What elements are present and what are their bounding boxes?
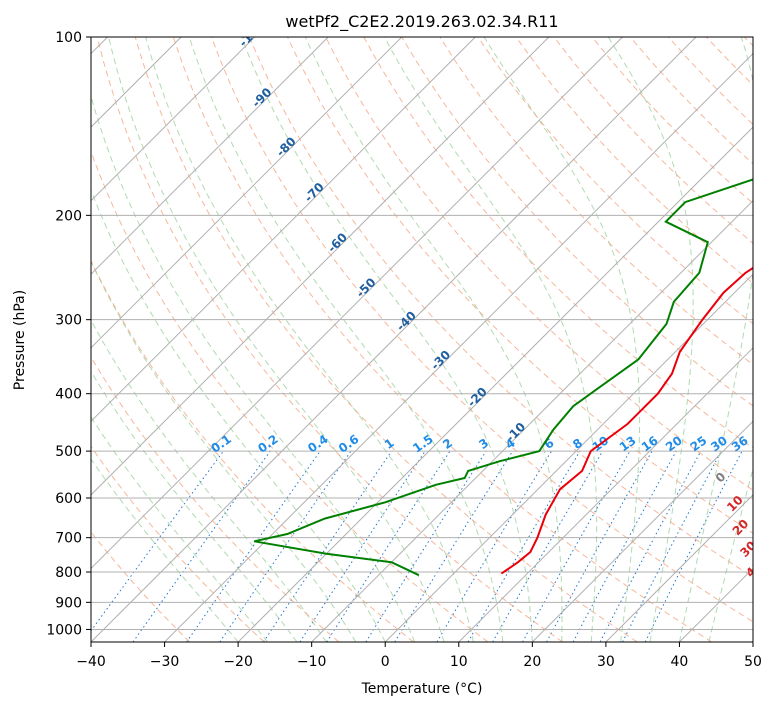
isotherm-line (605, 494, 753, 642)
dry-adiabat-line (325, 37, 753, 491)
dry-adiabat-line (210, 37, 753, 623)
moist-adiabat-line (91, 370, 298, 642)
x-tick-label: 0 (381, 654, 390, 670)
plot-frame (90, 36, 754, 643)
moist-adiabat-label: 40 (743, 558, 765, 580)
y-tick-label: 800 (55, 565, 82, 581)
dry-adiabat-line (515, 37, 753, 284)
moist-adiabat-line (145, 37, 474, 642)
moist-adiabat-line (483, 37, 641, 642)
temperature-line (500, 266, 753, 575)
dry-adiabats (91, 37, 753, 642)
x-tick-label: 20 (523, 654, 541, 670)
y-tick-label: 400 (55, 387, 82, 403)
dry-adiabat-line (287, 37, 753, 534)
mixing-ratio-line (186, 450, 321, 642)
moist-adiabat-line (91, 319, 327, 642)
isotherm-line (91, 37, 550, 496)
y-tick-label: 900 (55, 595, 82, 611)
mixing-ratio-line (263, 450, 392, 642)
dry-adiabat-line (96, 37, 563, 642)
x-tick-label: 30 (597, 654, 615, 670)
plot-area: -100-90-80-70-60-50-40-30-20-10 01020304… (91, 37, 765, 642)
dewpoint-line (253, 178, 753, 577)
isotherm-line (458, 347, 753, 642)
isotherm-line (531, 420, 753, 642)
mixing-ratio-line (467, 450, 581, 642)
moist-adiabat-line (708, 466, 753, 642)
y-tick-label: 500 (55, 444, 82, 460)
x-tick-label: 50 (744, 654, 762, 670)
x-tick-label: 10 (450, 654, 468, 670)
mixing-ratio-line (365, 450, 487, 642)
isotherm-line (91, 37, 476, 423)
mixing-ratio-line (299, 450, 426, 642)
moist-adiabat-line (108, 37, 445, 642)
y-tick-label: 1000 (46, 622, 82, 638)
isotherm-line (164, 52, 753, 642)
isotherm-line (91, 37, 697, 642)
x-axis-label: Temperature (°C) (361, 681, 483, 697)
dry-adiabat-line (91, 356, 340, 642)
moist-adiabat-line (91, 260, 357, 642)
y-tick-label: 100 (55, 30, 82, 46)
moist-adiabat-line (91, 416, 268, 642)
mixing-ratio-line (132, 450, 271, 642)
y-tick-label: 300 (55, 313, 82, 329)
isotherm-line (91, 37, 623, 570)
y-tick-label: 600 (55, 491, 82, 507)
dry-adiabat-line (248, 37, 753, 578)
x-tick-label: −40 (76, 654, 106, 670)
moist-adiabat-line (384, 37, 598, 642)
isotherm-line (237, 126, 753, 642)
mixing-ratio-line (599, 450, 702, 642)
mixing-ratio-line (436, 450, 552, 642)
dry-adiabat-line (134, 37, 638, 642)
moist-adiabat-line (241, 37, 533, 642)
y-axis-label: Pressure (hPa) (12, 290, 28, 390)
mixing-ratio-line (326, 450, 451, 642)
x-tick-label: −30 (150, 654, 180, 670)
dry-adiabat-line (172, 37, 713, 642)
isotherm-line (91, 37, 256, 202)
dry-adiabat-line (91, 445, 265, 642)
y-tick-label: 700 (55, 531, 82, 547)
x-tick-label: −20 (223, 654, 253, 670)
moist-adiabat-line (91, 458, 239, 642)
moist-adiabat-line (188, 37, 504, 642)
x-tick-label: 40 (671, 654, 689, 670)
isotherm-line (91, 37, 329, 275)
moist-adiabats (91, 37, 753, 642)
moist-adiabat-line (304, 37, 563, 642)
x-axis-ticks: −40 −30 −20 −10 0 10 20 30 40 50 (76, 642, 762, 670)
mixing-ratio-line (572, 450, 677, 642)
moist-adiabat-line (678, 37, 753, 642)
chart-title: wetPf2_C2E2.2019.263.02.34.R11 (285, 12, 558, 32)
sounding-series (253, 178, 753, 577)
y-axis-ticks: 100 200 300 400 500 600 700 800 900 1000 (46, 30, 91, 638)
isotherm-line (91, 37, 403, 349)
mixing-ratio-line (219, 450, 352, 642)
pressure-gridlines (91, 37, 753, 630)
dry-adiabat-line (91, 259, 414, 642)
x-tick-label: −10 (297, 654, 327, 670)
isotherm-line (311, 199, 753, 642)
moist-adiabat-line (91, 188, 386, 642)
y-tick-label: 200 (55, 208, 82, 224)
